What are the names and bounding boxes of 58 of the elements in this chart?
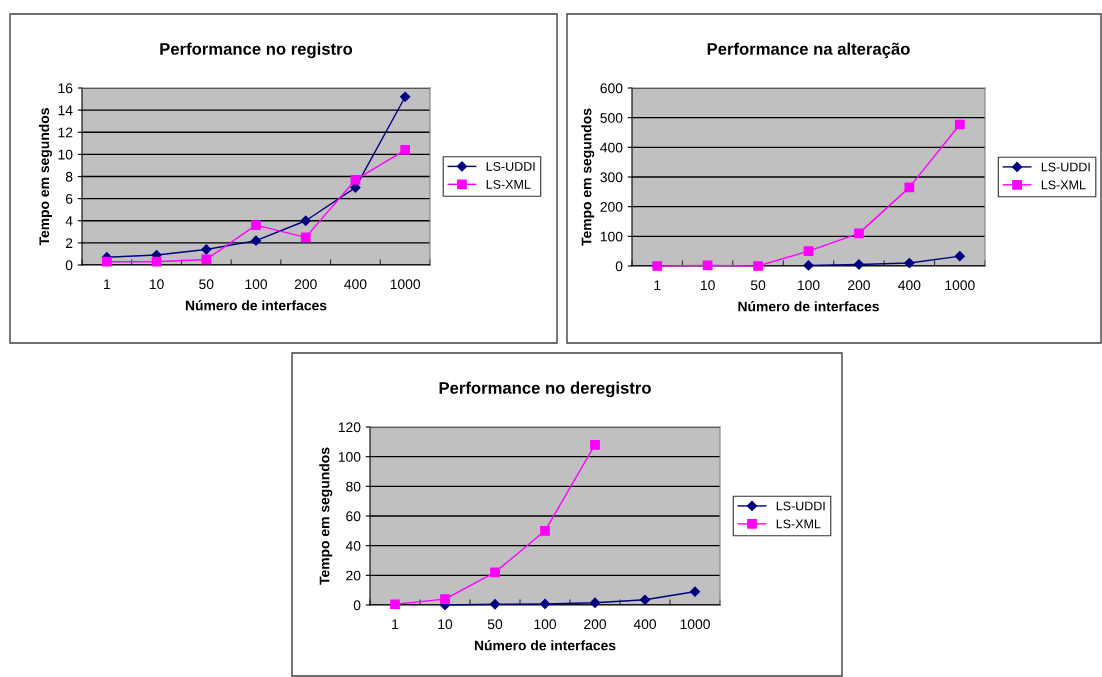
x-tick-label: 1000 <box>390 279 421 290</box>
x-tick-label: 10 <box>700 280 715 291</box>
y-tick-label: 60 <box>346 511 361 522</box>
y-tick-label: 16 <box>58 83 73 94</box>
x-tick-label: 1 <box>392 619 399 629</box>
x-tick-label: 1 <box>654 280 661 290</box>
y-tick-label: 6 <box>65 193 73 204</box>
y-tick-label: 0 <box>615 261 623 272</box>
chart-title: Performance no registro <box>160 42 353 59</box>
x-tick-label: 50 <box>487 619 503 630</box>
y-tick-label: 400 <box>600 142 623 153</box>
y-tick-label: 300 <box>600 172 623 183</box>
legend-label: LS-XML <box>486 179 531 189</box>
x-tick-label: 200 <box>848 280 870 291</box>
x-tick-label: 10 <box>149 279 164 290</box>
y-tick-label: 600 <box>600 83 623 94</box>
y-tick-label: 12 <box>58 127 73 138</box>
x-axis-title: Número de interfaces <box>185 300 327 311</box>
legend-label: LS-XML <box>1041 180 1086 190</box>
y-axis-title: Tempo em segundos <box>581 108 595 246</box>
y-tick-label: 0 <box>65 260 73 271</box>
legend-label: LS-XML <box>776 519 821 529</box>
y-tick-label: 14 <box>58 105 73 116</box>
y-tick-label: 2 <box>65 238 73 248</box>
x-tick-label: 50 <box>199 279 214 290</box>
legend-label: LS-UDDI <box>486 162 535 171</box>
y-tick-label: 100 <box>600 231 623 242</box>
x-tick-label: 1000 <box>680 619 710 630</box>
x-tick-label: 100 <box>534 619 557 630</box>
x-tick-label: 100 <box>245 279 268 290</box>
y-tick-label: 120 <box>338 422 361 433</box>
y-tick-label: 500 <box>600 113 623 123</box>
x-tick-label: 10 <box>438 619 453 630</box>
y-tick-label: 10 <box>58 149 73 160</box>
x-tick-label: 1 <box>104 279 111 289</box>
y-tick-label: 0 <box>353 600 361 611</box>
x-tick-label: 400 <box>633 619 657 630</box>
x-tick-label: 1000 <box>945 280 975 291</box>
y-axis-title: Tempo em segundos <box>319 447 333 585</box>
y-tick-label: 20 <box>346 570 361 581</box>
x-axis-title: Número de interfaces <box>474 640 616 651</box>
x-axis-title: Número de interfaces <box>738 301 879 312</box>
y-tick-label: 200 <box>600 202 623 212</box>
x-tick-label: 200 <box>294 279 317 290</box>
chart-title: Performance no deregistro <box>439 381 651 398</box>
x-tick-label: 400 <box>898 280 921 291</box>
x-tick-label: 200 <box>584 619 607 630</box>
y-axis-title: Tempo em segundos <box>38 108 52 246</box>
x-tick-label: 100 <box>797 280 820 291</box>
y-tick-label: 8 <box>65 171 73 182</box>
y-tick-label: 4 <box>65 216 73 226</box>
x-tick-label: 50 <box>750 280 766 291</box>
chart-title: Performance na alteração <box>707 42 910 59</box>
y-tick-label: 40 <box>345 541 361 551</box>
legend-label: LS-UDDI <box>1041 162 1090 172</box>
legend-label: LS-UDDI <box>776 501 825 511</box>
y-tick-label: 100 <box>338 452 361 462</box>
y-tick-label: 80 <box>346 481 361 492</box>
